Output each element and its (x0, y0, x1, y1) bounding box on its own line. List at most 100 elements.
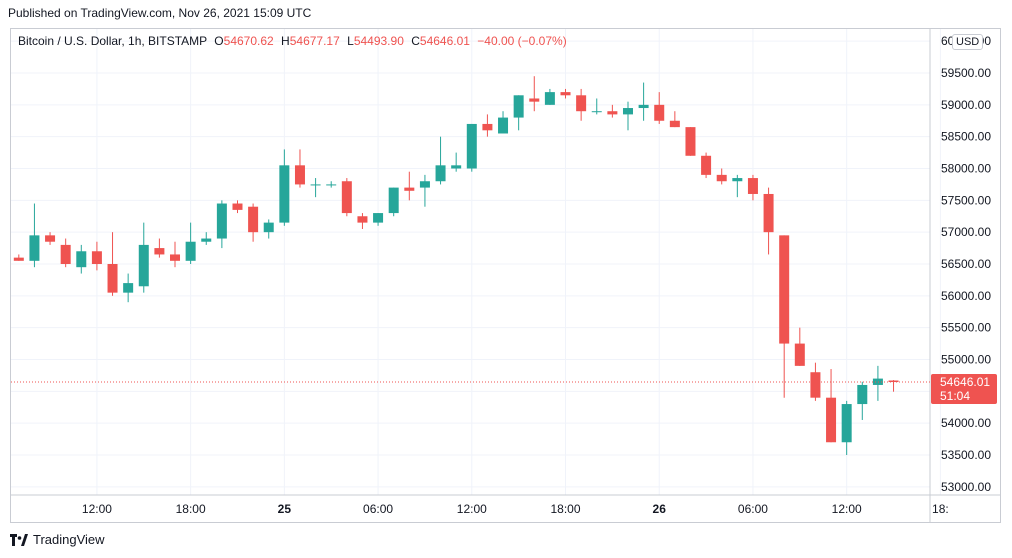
tradingview-logo-icon (10, 533, 28, 546)
candle-body[interactable] (716, 174, 727, 182)
candle-body[interactable] (123, 283, 134, 293)
candle-body[interactable] (654, 104, 665, 121)
candle-body[interactable] (685, 127, 696, 156)
candle-body[interactable] (841, 404, 852, 443)
candle-body[interactable] (388, 187, 399, 214)
close-value: 54646.01 (419, 34, 470, 48)
y-tick-label: 59000.00 (941, 98, 991, 112)
chart-frame (10, 28, 1001, 523)
candle-body[interactable] (622, 108, 633, 115)
candle-body[interactable] (107, 264, 118, 293)
y-tick-label: 58500.00 (941, 130, 991, 144)
open-value: 54670.62 (223, 34, 274, 48)
candle-body[interactable] (76, 251, 87, 268)
x-tick-label: 26 (653, 502, 667, 516)
candle-body[interactable] (732, 178, 743, 182)
x-tick-label: 12:00 (82, 502, 112, 516)
candle-body[interactable] (170, 254, 181, 261)
y-tick-label: 57000.00 (941, 225, 991, 239)
ohlc-legend: Bitcoin / U.S. Dollar, 1h, BITSTAMP O546… (18, 34, 567, 48)
candle-body[interactable] (248, 206, 259, 233)
low-value: 54493.90 (353, 34, 404, 48)
y-tick-label: 57500.00 (941, 193, 991, 207)
x-tick-label: 06:00 (363, 502, 393, 516)
last-price-value: 54646.01 (940, 375, 990, 389)
candle-body[interactable] (29, 235, 40, 261)
x-tick-label: 18:00 (176, 502, 206, 516)
candle-body[interactable] (560, 92, 571, 96)
candle-body[interactable] (232, 203, 243, 210)
candle-body[interactable] (404, 187, 415, 191)
candle-body[interactable] (810, 372, 821, 398)
candle-body[interactable] (544, 92, 555, 105)
candle-body[interactable] (779, 235, 790, 344)
high-value: 54677.17 (289, 34, 340, 48)
currency-button[interactable]: USD (952, 34, 984, 50)
y-tick-label: 58000.00 (941, 162, 991, 176)
candle-body[interactable] (154, 248, 165, 255)
candle-body[interactable] (872, 378, 883, 385)
candle-body[interactable] (341, 181, 352, 214)
x-tick-label: 18:00 (550, 502, 580, 516)
high-label: H (281, 34, 290, 48)
candle-body[interactable] (45, 235, 56, 242)
y-tick-label: 55000.00 (941, 352, 991, 366)
candle-body[interactable] (419, 181, 430, 188)
y-tick-label: 59500.00 (941, 66, 991, 80)
candle-body[interactable] (310, 184, 321, 186)
y-tick-label: 56500.00 (941, 257, 991, 271)
candle-body[interactable] (888, 380, 899, 383)
x-tick-label: 12:00 (457, 502, 487, 516)
candle-body[interactable] (263, 222, 274, 233)
candle-body[interactable] (763, 193, 774, 233)
candle-body[interactable] (185, 241, 196, 261)
last-price-badge (931, 374, 997, 405)
candle-body[interactable] (466, 123, 477, 169)
candle-body[interactable] (826, 397, 837, 443)
candle-body[interactable] (451, 165, 462, 169)
candle-body[interactable] (91, 251, 102, 264)
candle-body[interactable] (201, 238, 212, 242)
candle-body[interactable] (279, 165, 290, 223)
low-label: L (347, 34, 354, 48)
y-tick-label: 53000.00 (941, 480, 991, 494)
candle-body[interactable] (357, 216, 368, 223)
footer-brand[interactable]: TradingView (10, 532, 105, 547)
x-tick-label: 18: (932, 502, 949, 516)
published-caption: Published on TradingView.com, Nov 26, 20… (8, 6, 312, 20)
candle-body[interactable] (216, 203, 227, 239)
candle-body[interactable] (435, 165, 446, 182)
close-label: C (411, 34, 420, 48)
y-tick-label: 55500.00 (941, 321, 991, 335)
candle-body[interactable] (373, 213, 384, 223)
candle-body[interactable] (138, 244, 149, 287)
y-tick-label: 56000.00 (941, 289, 991, 303)
candle-body[interactable] (513, 95, 524, 118)
change-value: −40.00 (−0.07%) (477, 34, 567, 48)
candle-body[interactable] (857, 384, 868, 405)
candle-body[interactable] (638, 104, 649, 109)
candle-body[interactable] (60, 244, 71, 264)
candle-body[interactable] (669, 120, 680, 128)
candle-body[interactable] (294, 165, 305, 185)
candle-body[interactable] (747, 178, 758, 194)
candle-body[interactable] (529, 98, 540, 102)
bar-countdown: 51:04 (940, 389, 970, 403)
x-tick-label: 06:00 (738, 502, 768, 516)
x-tick-label: 25 (278, 502, 292, 516)
candle-body[interactable] (482, 123, 493, 131)
candle-body[interactable] (576, 95, 587, 112)
open-label: O (214, 34, 224, 48)
candle-body[interactable] (498, 117, 509, 134)
y-tick-label: 54000.00 (941, 416, 991, 430)
candle-body[interactable] (701, 155, 712, 175)
symbol-label[interactable]: Bitcoin / U.S. Dollar, 1h, BITSTAMP (18, 34, 207, 48)
candle-body[interactable] (607, 111, 618, 115)
x-tick-label: 12:00 (832, 502, 862, 516)
candle-body[interactable] (591, 111, 602, 113)
candle-body[interactable] (794, 343, 805, 366)
y-tick-label: 53500.00 (941, 448, 991, 462)
candle-body[interactable] (13, 257, 24, 261)
candle-body[interactable] (326, 184, 337, 186)
